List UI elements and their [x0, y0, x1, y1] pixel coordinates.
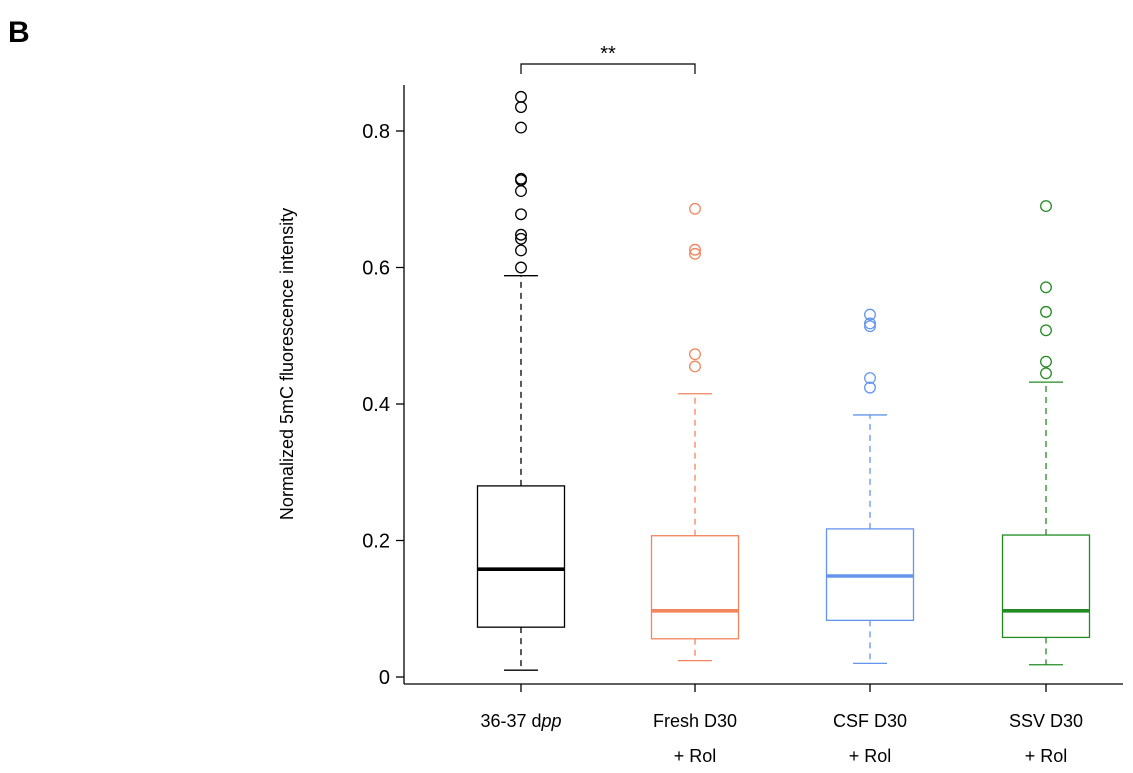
box-group [825, 308, 915, 664]
outlier-point [1040, 324, 1052, 337]
outlier-point [689, 247, 701, 260]
outlier-point [1040, 281, 1052, 294]
outlier-point [864, 317, 876, 330]
iqr-box [1001, 534, 1091, 639]
iqr-box [476, 485, 566, 628]
y-tick-label: 0.6 [362, 258, 390, 280]
outlier-point [689, 360, 701, 373]
box-groups [476, 90, 1091, 671]
significance-annotations: ** [520, 43, 696, 74]
outlier-point [864, 381, 876, 394]
category-label-text: SSV D30 [1009, 711, 1083, 731]
iqr-box [650, 535, 740, 640]
outlier-point [515, 228, 527, 241]
outlier-point [515, 101, 527, 114]
category-label: CSF D30 [833, 711, 907, 731]
box-group [650, 202, 740, 662]
outlier-point [1040, 355, 1052, 368]
outlier-point [515, 244, 527, 257]
category-label-line2: + Rol [849, 746, 892, 766]
outlier-point [689, 348, 701, 361]
category-label-text: CSF D30 [833, 711, 907, 731]
y-tick-label: 0.2 [362, 531, 390, 553]
outlier-point [864, 308, 876, 321]
outlier-point [1040, 305, 1052, 318]
significance-stars: ** [600, 43, 616, 65]
category-label-text: 36-37 d [480, 711, 541, 731]
axes: 0 0.2 0.4 0.6 0.8 [362, 85, 1123, 692]
y-tick-label: 0 [379, 667, 390, 689]
outlier-point [515, 185, 527, 198]
category-label-italic: pp [541, 711, 562, 731]
box-group [1001, 200, 1091, 666]
y-tick-label: 0.8 [362, 121, 390, 143]
panel-label: B [8, 16, 30, 49]
outlier-point [1040, 367, 1052, 380]
y-axis-label: Normalized 5mC fluorescence intensity [277, 208, 297, 520]
category-label: SSV D30 [1009, 711, 1083, 731]
box-group [476, 90, 566, 671]
outlier-point [515, 121, 527, 134]
category-label-line2: + Rol [674, 746, 717, 766]
significance-bracket [520, 63, 696, 74]
outlier-point [515, 208, 527, 221]
category-label-text: Fresh D30 [653, 711, 737, 731]
y-tick-label: 0.4 [362, 394, 390, 416]
outlier-point [1040, 200, 1052, 213]
outlier-point [864, 320, 876, 333]
category-labels: 36-37 dpp Fresh D30 + Rol CSF D30 + Rol SSV D… [480, 711, 1083, 766]
outlier-point [515, 261, 527, 274]
outlier-point [689, 243, 701, 256]
outlier-point [689, 202, 701, 215]
outlier-point [515, 232, 527, 245]
category-label-line2: + Rol [1025, 746, 1068, 766]
outlier-point [515, 90, 527, 103]
category-label: Fresh D30 [653, 711, 737, 731]
category-label: 36-37 dpp [480, 711, 561, 731]
outlier-point [864, 372, 876, 385]
